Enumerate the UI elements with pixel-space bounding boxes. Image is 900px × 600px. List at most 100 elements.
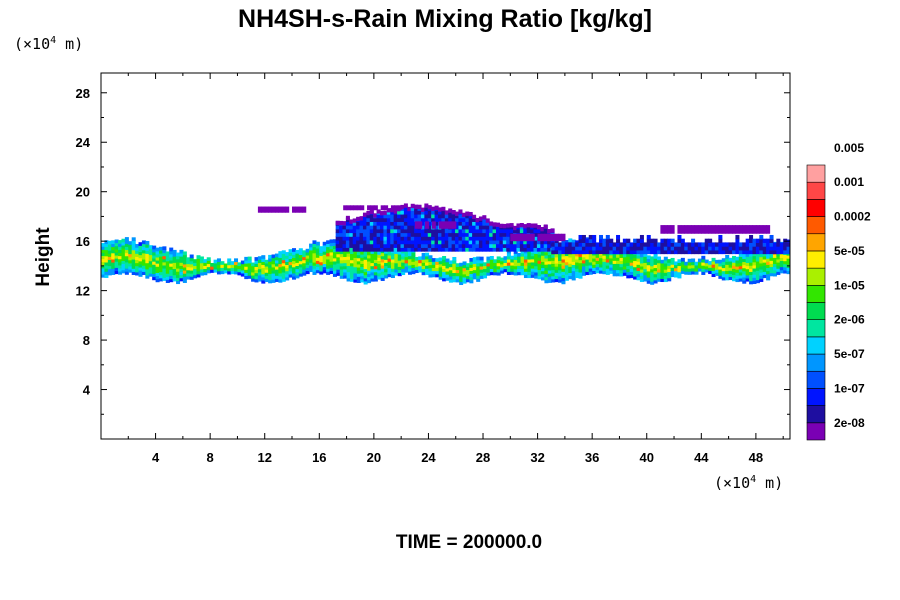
field-cell — [465, 278, 470, 283]
field-cell — [472, 221, 477, 226]
field-cell — [704, 225, 709, 234]
field-cell — [305, 261, 310, 265]
field-cell — [407, 264, 412, 269]
field-cell — [427, 225, 432, 230]
field-cell — [558, 233, 563, 242]
field-cell — [475, 239, 480, 245]
field-cell — [339, 220, 344, 226]
field-cell — [370, 268, 375, 273]
field-cell — [701, 271, 706, 275]
field-cell — [281, 250, 286, 255]
field-cell — [469, 264, 474, 268]
colorbar-label: 0.0002 — [834, 210, 871, 224]
field-cell — [455, 266, 460, 271]
field-cell — [223, 266, 228, 271]
field-cell — [339, 225, 344, 230]
field-cell — [489, 221, 494, 226]
field-cell — [169, 259, 174, 264]
field-cell — [356, 225, 361, 230]
field-cell — [755, 267, 760, 271]
field-cell — [404, 268, 409, 273]
field-cell — [714, 262, 719, 267]
field-cell — [564, 258, 569, 263]
field-cell — [513, 271, 518, 276]
field-cell — [677, 271, 682, 276]
field-cell — [131, 252, 136, 257]
field-cell — [670, 270, 675, 274]
field-cell — [772, 249, 777, 255]
field-cell — [465, 247, 470, 252]
field-cell — [643, 253, 648, 257]
field-cell — [326, 243, 331, 248]
field-cell — [400, 217, 405, 222]
field-cell — [714, 269, 719, 273]
field-cell — [158, 259, 163, 263]
x-tick-label: 48 — [749, 450, 763, 465]
field-cell — [101, 243, 106, 247]
field-cell — [735, 238, 740, 243]
field-cell — [400, 225, 405, 230]
field-cell — [629, 252, 634, 257]
field-cell — [227, 270, 232, 275]
field-cell — [612, 269, 617, 274]
field-cell — [738, 268, 743, 273]
field-cell — [476, 268, 481, 273]
field-cell — [639, 238, 644, 243]
field-cell — [176, 264, 181, 269]
field-cell — [169, 266, 174, 270]
field-cell — [495, 232, 500, 237]
field-cell — [332, 273, 337, 277]
field-cell — [680, 260, 685, 265]
field-cell — [660, 262, 665, 267]
field-cell — [403, 247, 408, 252]
colorbar-swatch — [806, 181, 826, 200]
field-cell — [172, 256, 177, 260]
field-cell — [345, 236, 350, 241]
field-cell — [510, 264, 515, 269]
field-cell — [482, 247, 487, 252]
field-cell — [674, 267, 679, 272]
field-cell — [118, 246, 123, 250]
field-cell — [609, 267, 614, 271]
field-cell — [403, 239, 408, 245]
field-cell — [244, 256, 249, 261]
field-cell — [656, 278, 661, 282]
field-cell — [598, 254, 604, 259]
field-cell — [742, 276, 747, 281]
field-cell — [483, 271, 488, 276]
field-cell — [745, 265, 750, 270]
field-cell — [360, 260, 365, 264]
field-cell — [417, 228, 422, 234]
field-cell — [667, 274, 672, 279]
field-cell — [742, 225, 747, 234]
field-cell — [506, 252, 511, 257]
field-cell — [536, 247, 541, 252]
field-cell — [420, 232, 425, 237]
field-cell — [564, 240, 569, 244]
field-cell — [530, 274, 535, 278]
field-cell — [359, 243, 364, 248]
field-cell — [598, 257, 604, 262]
field-cell — [394, 256, 399, 261]
field-cell — [626, 271, 631, 276]
field-cell — [336, 259, 341, 264]
field-cell — [448, 269, 453, 274]
field-cell — [462, 273, 467, 278]
field-cell — [227, 264, 232, 269]
field-cell — [472, 257, 477, 261]
field-cell — [517, 262, 522, 266]
field-cell — [776, 238, 781, 243]
field-cell — [111, 258, 116, 263]
field-cell — [701, 225, 706, 234]
field-cell — [478, 239, 483, 245]
field-cell — [483, 274, 488, 279]
field-cell — [629, 262, 634, 266]
field-cell — [326, 265, 331, 269]
field-cell — [400, 232, 405, 237]
field-cell — [568, 260, 573, 264]
field-cell — [636, 258, 641, 262]
field-cell — [633, 249, 638, 255]
field-cell — [244, 272, 249, 277]
field-cell — [244, 263, 249, 267]
field-cell — [145, 247, 150, 251]
